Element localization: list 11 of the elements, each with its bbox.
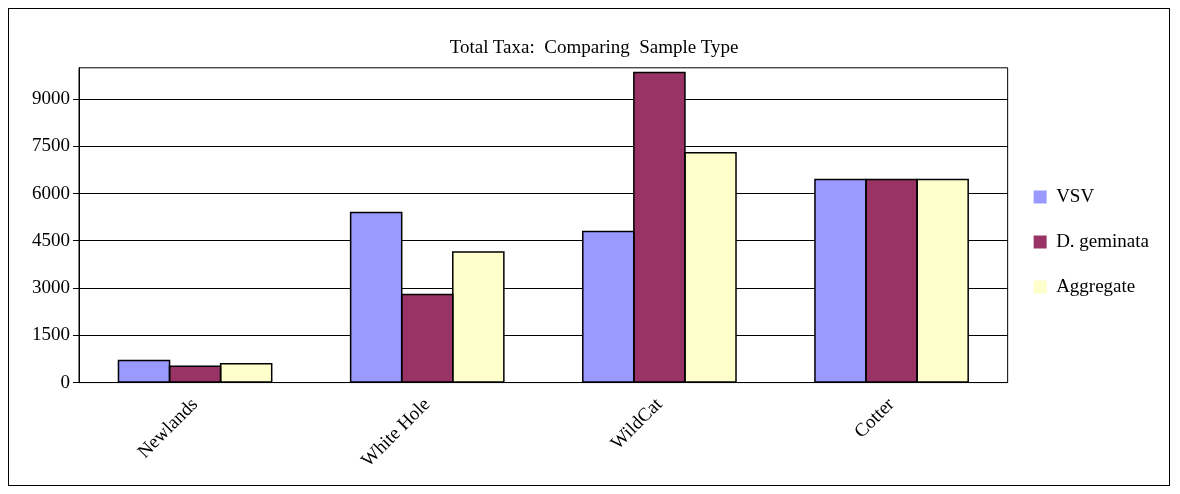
y-tick-label: 7500	[32, 134, 70, 156]
legend-label: VSV	[1056, 184, 1095, 206]
y-tick-label: 1500	[32, 323, 70, 345]
y-tick-label: 6000	[32, 181, 70, 203]
y-tick-label: 3000	[32, 276, 70, 298]
chart-title: Total Taxa: Comparing Sample Type	[449, 36, 739, 58]
y-tick-label: 9000	[32, 87, 70, 109]
y-tick-label: 4500	[32, 228, 70, 250]
y-tick-label: 0	[60, 370, 70, 392]
legend-label: Aggregate	[1056, 274, 1136, 296]
legend-label: D. geminata	[1056, 229, 1150, 251]
